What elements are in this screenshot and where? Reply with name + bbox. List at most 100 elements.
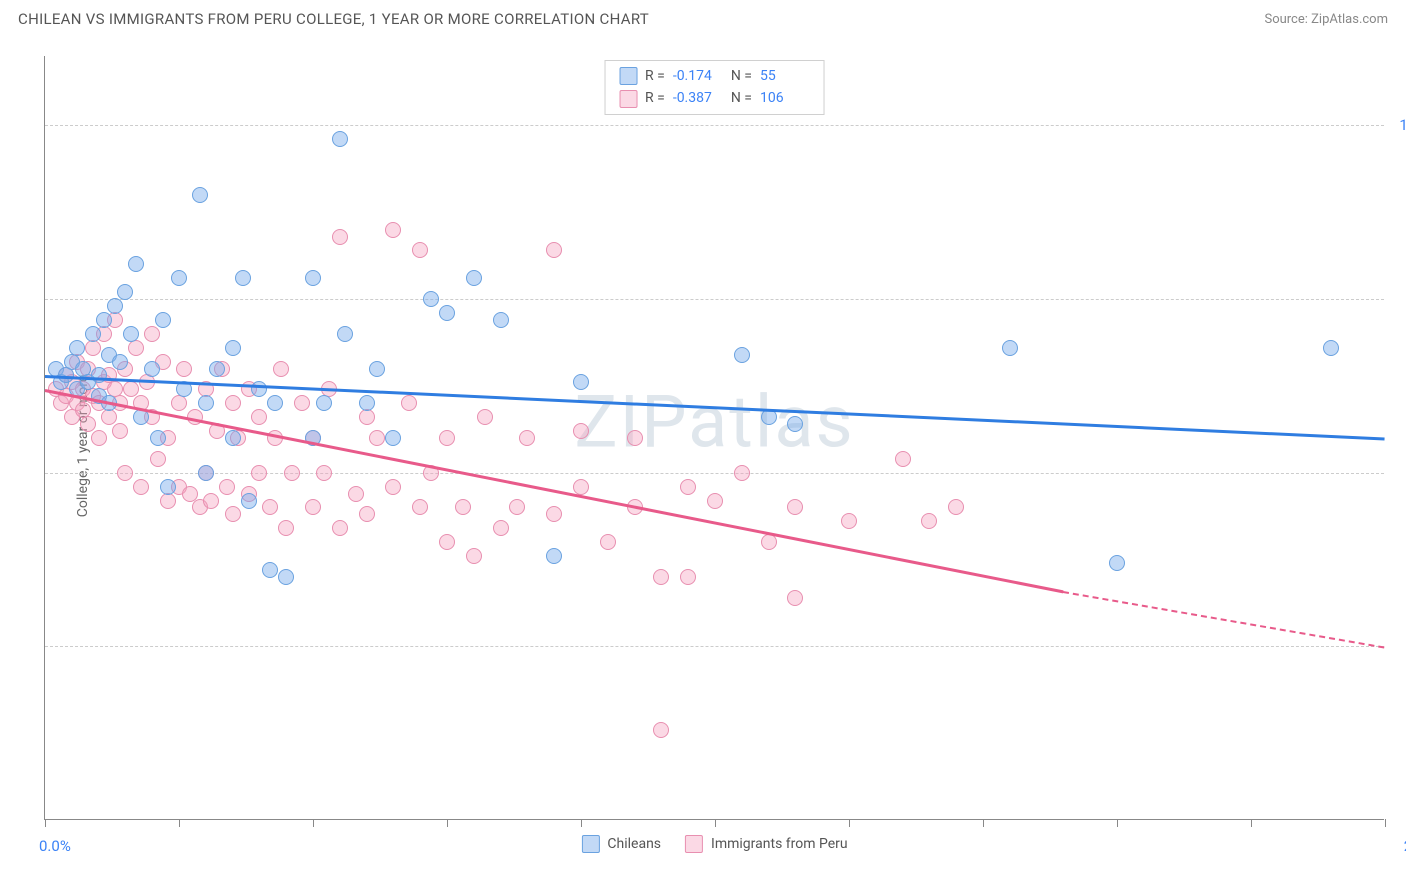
x-tick: [1117, 819, 1118, 827]
peru-point: [251, 409, 267, 425]
x-tick: [581, 819, 582, 827]
peru-point: [278, 520, 294, 536]
chilean-point: [150, 430, 166, 446]
chilean-point: [423, 291, 439, 307]
peru-point: [273, 361, 289, 377]
peru-point: [948, 499, 964, 515]
gridline-horizontal: [45, 646, 1384, 647]
correlation-legend: R =-0.174N =55R =-0.387N =106: [604, 60, 825, 115]
chilean-point: [144, 361, 160, 377]
chilean-point: [123, 326, 139, 342]
peru-point: [401, 395, 417, 411]
peru-point: [332, 520, 348, 536]
peru-point: [477, 409, 493, 425]
peru-point: [112, 423, 128, 439]
chilean-point: [198, 465, 214, 481]
peru-point: [284, 465, 300, 481]
chilean-point: [155, 312, 171, 328]
peru-point: [123, 381, 139, 397]
chilean-point: [128, 256, 144, 272]
peru-trend-dash: [1063, 591, 1385, 649]
chilean-point: [305, 270, 321, 286]
legend-n-value: 106: [760, 87, 810, 109]
peru-point: [546, 506, 562, 522]
peru-point: [787, 590, 803, 606]
gridline-horizontal: [45, 125, 1384, 126]
peru-point: [466, 548, 482, 564]
chilean-point: [573, 374, 589, 390]
chart-title: CHILEAN VS IMMIGRANTS FROM PERU COLLEGE,…: [18, 10, 649, 28]
x-tick: [849, 819, 850, 827]
legend-r-value: -0.387: [673, 87, 723, 109]
peru-point: [225, 506, 241, 522]
peru-point: [787, 499, 803, 515]
chilean-point: [160, 479, 176, 495]
chilean-point: [267, 395, 283, 411]
chilean-point: [262, 562, 278, 578]
watermark-text: ZIPatlas: [574, 380, 854, 465]
chilean-point: [69, 340, 85, 356]
chilean-point: [107, 298, 123, 314]
peru-point: [150, 451, 166, 467]
peru-point: [369, 430, 385, 446]
peru-point: [385, 479, 401, 495]
chilean-point: [241, 493, 257, 509]
chilean-point: [209, 361, 225, 377]
peru-point: [653, 722, 669, 738]
legend-series-label: Immigrants from Peru: [711, 836, 848, 852]
peru-point: [627, 430, 643, 446]
chilean-point: [1002, 340, 1018, 356]
x-tick: [179, 819, 180, 827]
peru-point: [761, 534, 777, 550]
legend-row-pink: R =-0.387N =106: [619, 87, 810, 109]
peru-point: [493, 520, 509, 536]
chilean-point: [192, 187, 208, 203]
x-tick: [313, 819, 314, 827]
peru-point: [573, 479, 589, 495]
legend-row-blue: R =-0.174N =55: [619, 65, 810, 87]
peru-point: [439, 430, 455, 446]
legend-item-pink: Immigrants from Peru: [685, 835, 848, 853]
chart-source: Source: ZipAtlas.com: [1264, 12, 1388, 27]
peru-point: [91, 430, 107, 446]
peru-point: [128, 340, 144, 356]
y-tick-label: 100.0%: [1399, 116, 1406, 134]
peru-point: [85, 340, 101, 356]
peru-point: [573, 423, 589, 439]
peru-point: [348, 486, 364, 502]
chilean-point: [787, 416, 803, 432]
chilean-point: [235, 270, 251, 286]
peru-point: [895, 451, 911, 467]
chilean-point: [734, 347, 750, 363]
gridline-horizontal: [45, 299, 1384, 300]
peru-point: [225, 395, 241, 411]
peru-point: [385, 222, 401, 238]
chilean-point: [278, 569, 294, 585]
peru-point: [182, 486, 198, 502]
x-left-label: 0.0%: [39, 837, 71, 855]
peru-point: [251, 465, 267, 481]
peru-point: [262, 499, 278, 515]
peru-point: [294, 395, 310, 411]
chilean-point: [85, 326, 101, 342]
legend-swatch: [581, 835, 599, 853]
peru-point: [359, 409, 375, 425]
peru-point: [680, 479, 696, 495]
peru-point: [171, 395, 187, 411]
x-tick: [45, 819, 46, 827]
chilean-point: [198, 395, 214, 411]
peru-point: [359, 506, 375, 522]
x-tick: [715, 819, 716, 827]
peru-point: [133, 479, 149, 495]
peru-point: [117, 465, 133, 481]
peru-point: [203, 493, 219, 509]
chilean-point: [91, 367, 107, 383]
peru-point: [176, 361, 192, 377]
peru-point: [509, 499, 525, 515]
peru-point: [734, 465, 750, 481]
chilean-point: [439, 305, 455, 321]
peru-point: [439, 534, 455, 550]
x-tick: [1385, 819, 1386, 827]
chilean-point: [332, 131, 348, 147]
chilean-point: [316, 395, 332, 411]
